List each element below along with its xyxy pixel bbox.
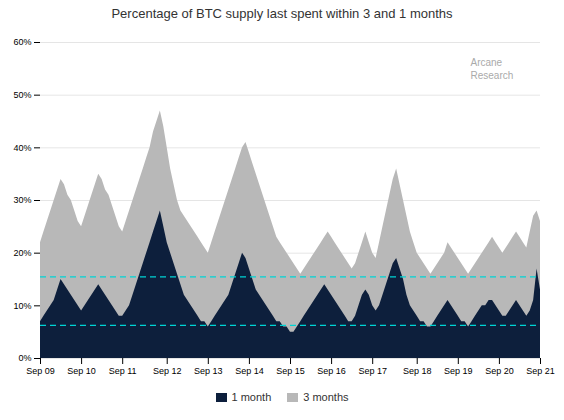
svg-text:0%: 0% [18,353,31,363]
svg-text:30%: 30% [13,195,31,205]
svg-text:Sep 14: Sep 14 [235,366,264,376]
html-text:3 months: 3 months [303,391,349,403]
svg-text:Sep 21: Sep 21 [526,366,555,376]
svg-text:50%: 50% [13,90,31,100]
svg-text:Sep 11: Sep 11 [109,366,137,376]
svg-text:Sep 09: Sep 09 [26,366,55,376]
html-text:1 month: 1 month [231,391,272,403]
svg-text:Sep 16: Sep 16 [317,366,346,376]
svg-text:20%: 20% [13,248,31,258]
svg-text:Sep 17: Sep 17 [358,366,387,376]
svg-text:Sep 19: Sep 19 [444,366,473,376]
svg-text:Sep 20: Sep 20 [485,366,514,376]
html-text:Percentage of BTC supply last: Percentage of BTC supply last spent with… [111,6,453,21]
svg-text:60%: 60% [13,37,31,47]
svg-text:40%: 40% [13,143,31,153]
svg-text:Sep 10: Sep 10 [67,366,96,376]
svg-text:10%: 10% [13,301,31,311]
svg-text:ArcaneResearch: ArcaneResearch [471,57,514,81]
svg-text:Sep 18: Sep 18 [403,366,432,376]
svg-text:Sep 15: Sep 15 [276,366,305,376]
svg-text:Sep 13: Sep 13 [194,366,223,376]
svg-text:Sep 12: Sep 12 [153,366,182,376]
